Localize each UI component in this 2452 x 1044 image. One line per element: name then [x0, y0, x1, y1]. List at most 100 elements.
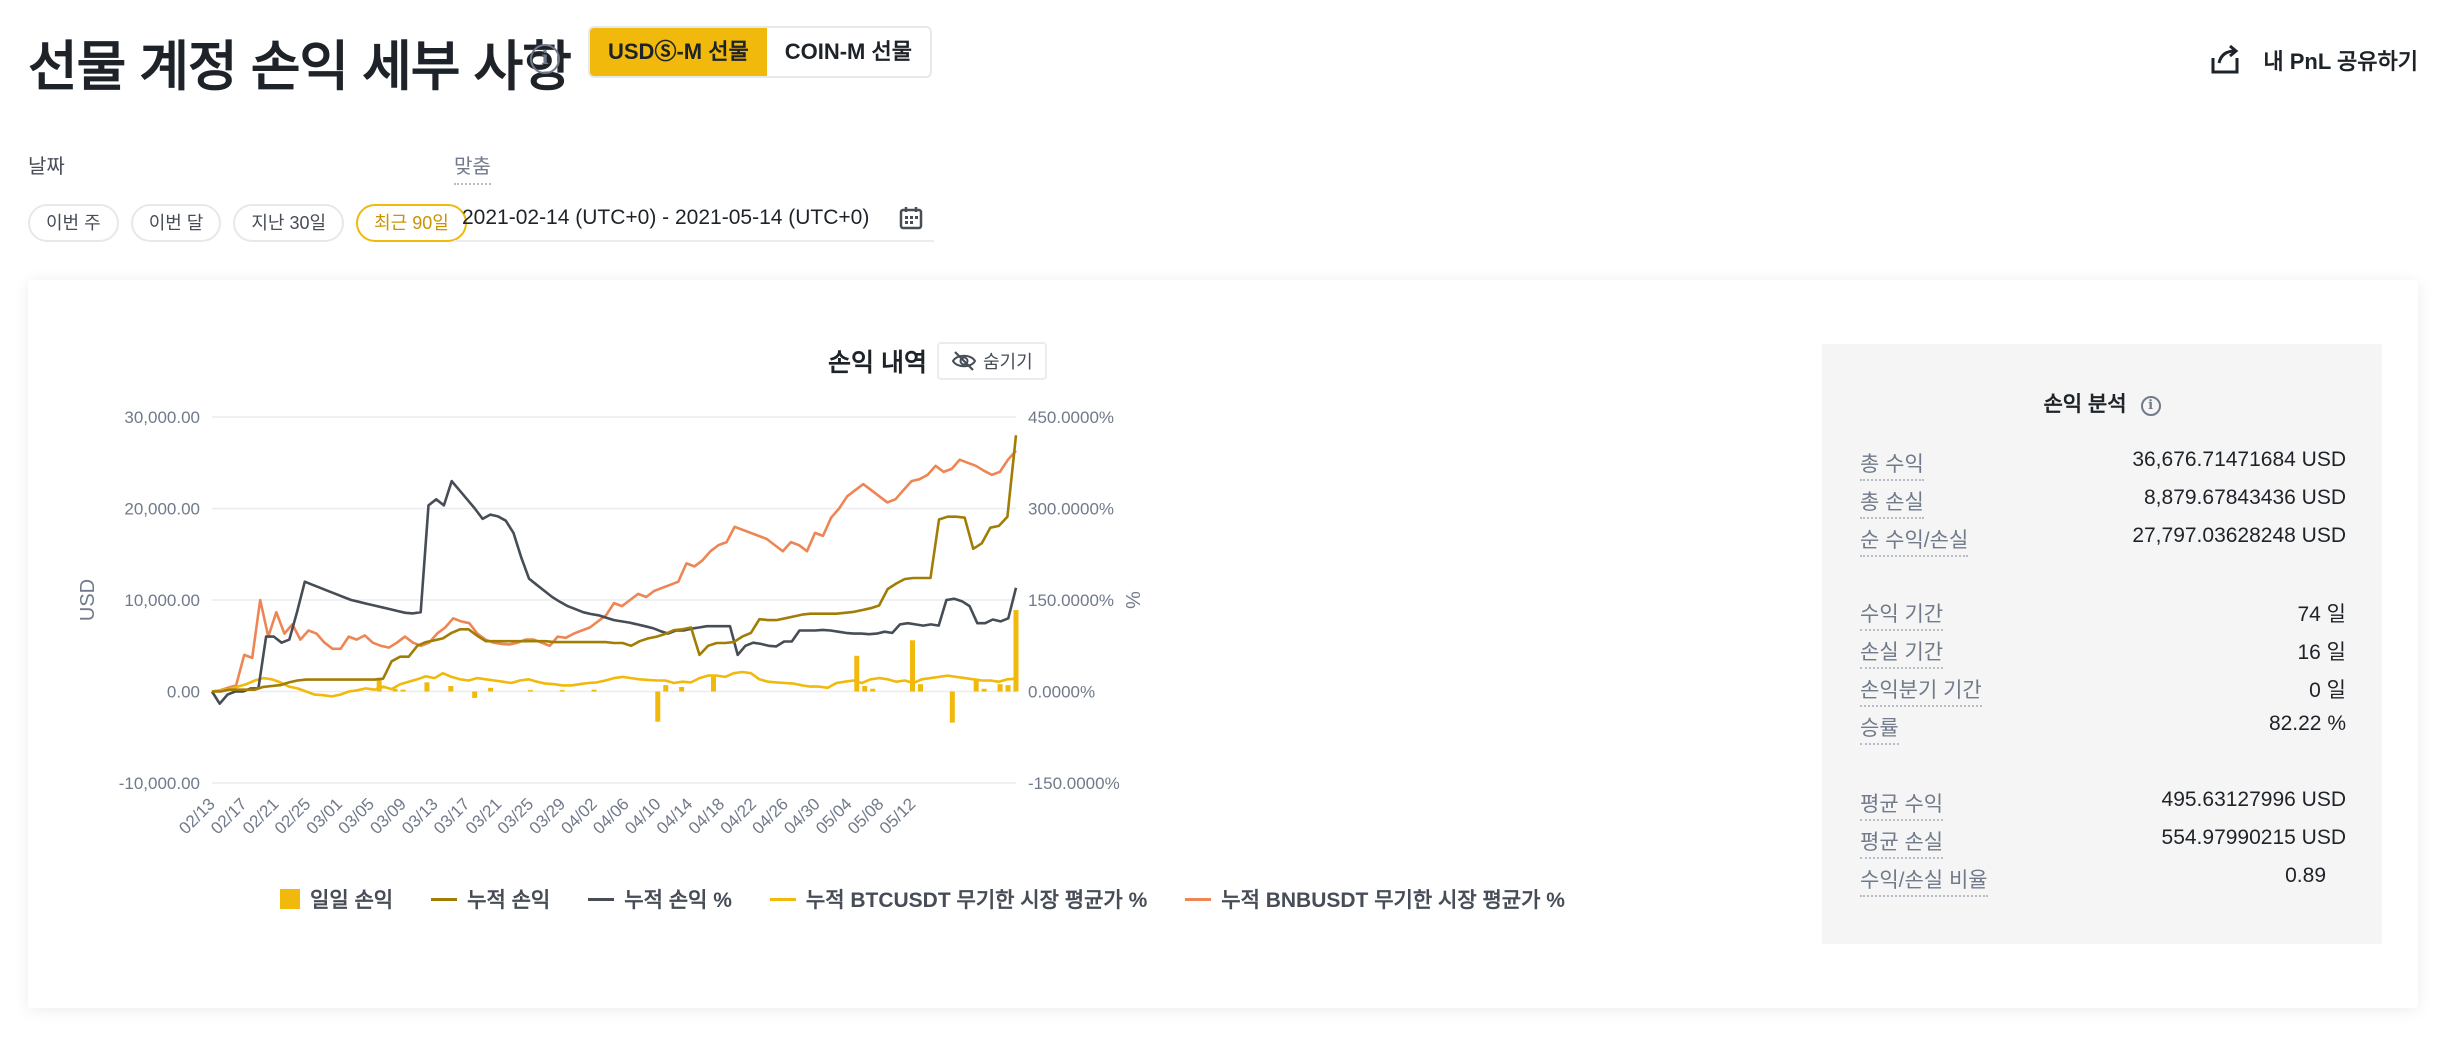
y-tick-label: 0.00 [167, 683, 200, 702]
daily-pnl-bar [472, 691, 478, 698]
x-tick-label: 05/08 [844, 794, 888, 838]
daily-pnl-bar [488, 687, 494, 692]
custom-label: 맞춤 [454, 150, 491, 185]
x-tick-label: 03/01 [303, 794, 347, 838]
range-this-month[interactable]: 이번 달 [130, 204, 222, 242]
x-tick-label: 04/30 [780, 794, 824, 838]
y-tick-label: 10,000.00 [124, 591, 200, 610]
daily-pnl-bar [376, 677, 382, 692]
legend-swatch [280, 889, 300, 909]
y-tick-label: 30,000.00 [124, 408, 200, 427]
calendar-icon [899, 207, 923, 230]
stat-label: 평균 수익 [1860, 788, 1944, 821]
x-tick-label: 04/26 [748, 794, 792, 838]
legend-btcusdt[interactable]: 누적 BTCUSDT 무기한 시장 평균가 % [769, 884, 1147, 914]
legend-label: 일일 손익 [310, 889, 394, 912]
legend-swatch [588, 897, 615, 901]
x-tick-label: 02/17 [207, 794, 251, 838]
legend-label: 누적 손익 % [624, 889, 732, 912]
analysis-title: 손익 분석 i [1822, 388, 2382, 418]
share-icon [2211, 44, 2239, 74]
daily-pnl-bar [981, 688, 987, 692]
daily-pnl-bar [679, 686, 685, 692]
stat-pl-ratio: 수익/손실 비율 0.89 [1860, 864, 2326, 897]
x-tick-label: 03/29 [526, 794, 570, 838]
stat-label: 수익/손실 비율 [1860, 864, 1988, 897]
x-tick-label: 05/04 [812, 794, 856, 838]
y2-tick-label: 0.0000% [1028, 683, 1095, 702]
stat-label: 총 수익 [1860, 448, 1924, 481]
stat-label: 승률 [1860, 712, 1899, 745]
eye-off-icon [951, 351, 977, 371]
stat-breakeven-days: 손익분기 기간 0 일 [1860, 674, 2346, 707]
legend-daily-pnl[interactable]: 일일 손익 [280, 884, 393, 914]
stat-value: 495.63127996 USD [2161, 788, 2346, 811]
date-range-picker[interactable]: 2021-02-14 (UTC+0) - 2021-05-14 (UTC+0) [454, 196, 934, 242]
stat-label: 손익분기 기간 [1860, 674, 1982, 707]
date-range-value: 2021-02-14 (UTC+0) - 2021-05-14 (UTC+0) [462, 206, 870, 229]
info-icon[interactable]: i [530, 44, 560, 74]
stat-label: 손실 기간 [1860, 636, 1944, 669]
x-tick-label: 02/13 [175, 794, 219, 838]
hide-chart-button[interactable]: 숨기기 [936, 342, 1047, 380]
range-last-30-days[interactable]: 지난 30일 [233, 204, 345, 242]
y2-tick-label: 150.0000% [1028, 591, 1114, 610]
x-tick-label: 02/21 [239, 794, 283, 838]
pnl-analysis-panel: 손익 분석 i 총 수익 36,676.71471684 USD 총 손실 8,879… [1822, 344, 2382, 944]
stat-net-pnl: 순 수익/손실 27,797.03628248 USD [1860, 524, 2346, 557]
y-tick-label: 20,000.00 [124, 500, 200, 519]
chart-header: 손익 내역 숨기기 [828, 342, 1047, 380]
stat-value: 27,797.03628248 USD [2132, 524, 2346, 547]
stat-loss-days: 손실 기간 16 일 [1860, 636, 2346, 669]
stat-total-loss: 총 손실 8,879.67843436 USD [1860, 486, 2346, 519]
stat-profit-days: 수익 기간 74 일 [1860, 598, 2346, 631]
x-tick-label: 02/25 [271, 794, 315, 838]
daily-pnl-bar [854, 655, 860, 692]
legend-swatch [769, 897, 796, 901]
page-title: 선물 계정 손익 세부 사항 [28, 37, 572, 97]
cumulative-pnl-line [212, 435, 1018, 693]
legend-bnbusdt[interactable]: 누적 BNBUSDT 무기한 시장 평균가 % [1185, 884, 1565, 914]
x-tick-label: 04/10 [621, 794, 665, 838]
stat-value: 16 일 [2297, 641, 2346, 664]
legend-cumulative-pnl[interactable]: 누적 손익 [431, 884, 550, 914]
legend-cumulative-pnl-pct[interactable]: 누적 손익 % [588, 884, 732, 914]
x-tick-label: 03/13 [398, 794, 442, 838]
x-tick-label: 04/22 [717, 794, 761, 838]
pnl-card: 손익 내역 숨기기 30,000.00 450.0000% 20,000.00 300… [28, 280, 2418, 1008]
x-tick-label: 04/14 [653, 794, 697, 838]
tab-usds-m-futures[interactable]: USDⓈ-M 선물 [590, 28, 767, 76]
stat-label: 수익 기간 [1860, 598, 1944, 631]
daily-pnl-bar [527, 690, 533, 692]
tab-coin-m-futures[interactable]: COIN-M 선물 [766, 28, 930, 76]
range-this-week[interactable]: 이번 주 [28, 204, 119, 242]
y2-tick-label: 300.0000% [1028, 500, 1114, 519]
range-pills: 이번 주 이번 달 지난 30일 최근 90일 [28, 204, 467, 242]
stat-label: 평균 손실 [1860, 826, 1944, 859]
daily-pnl-bar [949, 691, 955, 723]
x-tick-label: 05/12 [876, 794, 920, 838]
daily-pnl-bar [1013, 610, 1019, 692]
y2-axis-title: % [1121, 591, 1143, 609]
btcusdt-line [211, 670, 1017, 698]
x-tick-label: 04/06 [589, 794, 633, 838]
x-tick-label: 03/17 [430, 794, 474, 838]
bnbusdt-line [211, 449, 1017, 693]
info-icon[interactable]: i [2140, 396, 2161, 416]
range-last-90-days[interactable]: 최근 90일 [356, 204, 467, 242]
daily-pnl-bar [910, 640, 916, 692]
y2-tick-label: 450.0000% [1028, 408, 1114, 427]
daily-pnl-bar [559, 690, 565, 692]
daily-pnl-bar [997, 684, 1003, 692]
contract-type-tabs: USDⓈ-M 선물 COIN-M 선물 [588, 26, 932, 78]
daily-pnl-bar [917, 684, 923, 692]
legend-label: 누적 BNBUSDT 무기한 시장 평균가 % [1221, 889, 1565, 912]
stat-value: 554.97990215 USD [2161, 826, 2346, 849]
stat-win-rate: 승률 82.22 % [1860, 712, 2346, 745]
daily-pnl-bar [711, 676, 717, 692]
y-tick-label: -10,000.00 [119, 774, 200, 793]
share-pnl-button[interactable]: 내 PnL 공유하기 [2207, 42, 2418, 78]
stat-label: 순 수익/손실 [1860, 524, 1969, 557]
legend-swatch [1185, 897, 1212, 901]
stat-avg-loss: 평균 손실 554.97990215 USD [1860, 826, 2346, 859]
